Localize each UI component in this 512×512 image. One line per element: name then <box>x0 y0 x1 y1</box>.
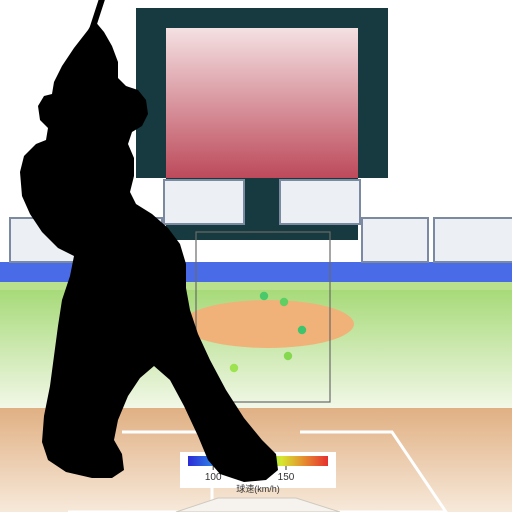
legend-axis-label: 球速(km/h) <box>236 483 280 494</box>
pitch-marker <box>230 364 238 372</box>
outfield-box <box>362 218 428 262</box>
pitch-marker <box>280 298 288 306</box>
legend-tick-label: 100 <box>205 472 222 483</box>
outfield-box <box>164 180 244 224</box>
pitch-marker <box>260 292 268 300</box>
chart-svg: 100 150球速(km/h) <box>0 0 512 512</box>
pitch-location-chart: 100 150球速(km/h) <box>0 0 512 512</box>
outfield-box <box>434 218 512 262</box>
pitch-marker <box>284 352 292 360</box>
outfield-box <box>280 180 360 224</box>
pitch-marker <box>298 326 306 334</box>
scoreboard-screen <box>166 28 358 178</box>
legend-tick-label: 150 <box>278 472 295 483</box>
